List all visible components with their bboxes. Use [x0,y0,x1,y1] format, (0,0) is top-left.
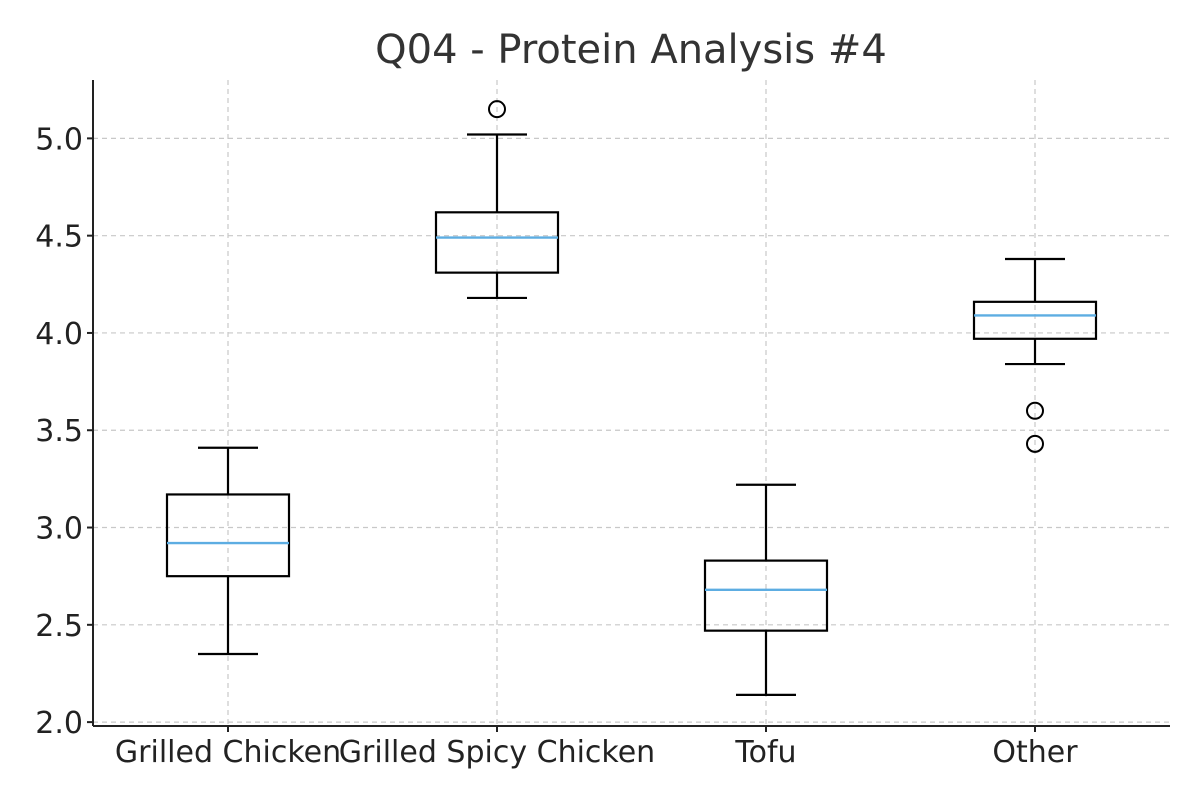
y-tick-label: 2.5 [35,609,83,644]
box-group [972,257,1098,453]
box-group [165,446,291,656]
x-tick-label: Grilled Spicy Chicken [339,735,655,770]
box-group [434,100,560,300]
axis-layer [87,80,1170,732]
y-tick-label: 2.0 [35,706,83,741]
y-tick-label: 4.0 [35,317,83,352]
tick-label-layer: 2.0 2.5 3.0 3.5 4.0 4.5 5.0 Grilled ChickenGril… [35,122,1078,770]
iqr-box [703,559,829,632]
y-tick-label: 3.5 [35,414,83,449]
y-tick-label: 4.5 [35,220,83,255]
y-tick-label: 5.0 [35,122,83,157]
iqr-box [434,211,560,274]
x-tick-label: Grilled Chicken [115,735,341,770]
iqr-box [972,300,1098,340]
box-group [703,483,829,696]
chart-title: Q04 - Protein Analysis #4 [375,27,887,73]
outlier-point [1026,401,1044,420]
outlier-point [488,100,506,119]
outlier-point [1026,434,1044,453]
x-tick-label: Tofu [734,735,796,770]
x-tick-label: Other [992,735,1078,770]
y-tick-label: 3.0 [35,512,83,547]
iqr-box [165,493,291,578]
box-layer [165,100,1098,696]
